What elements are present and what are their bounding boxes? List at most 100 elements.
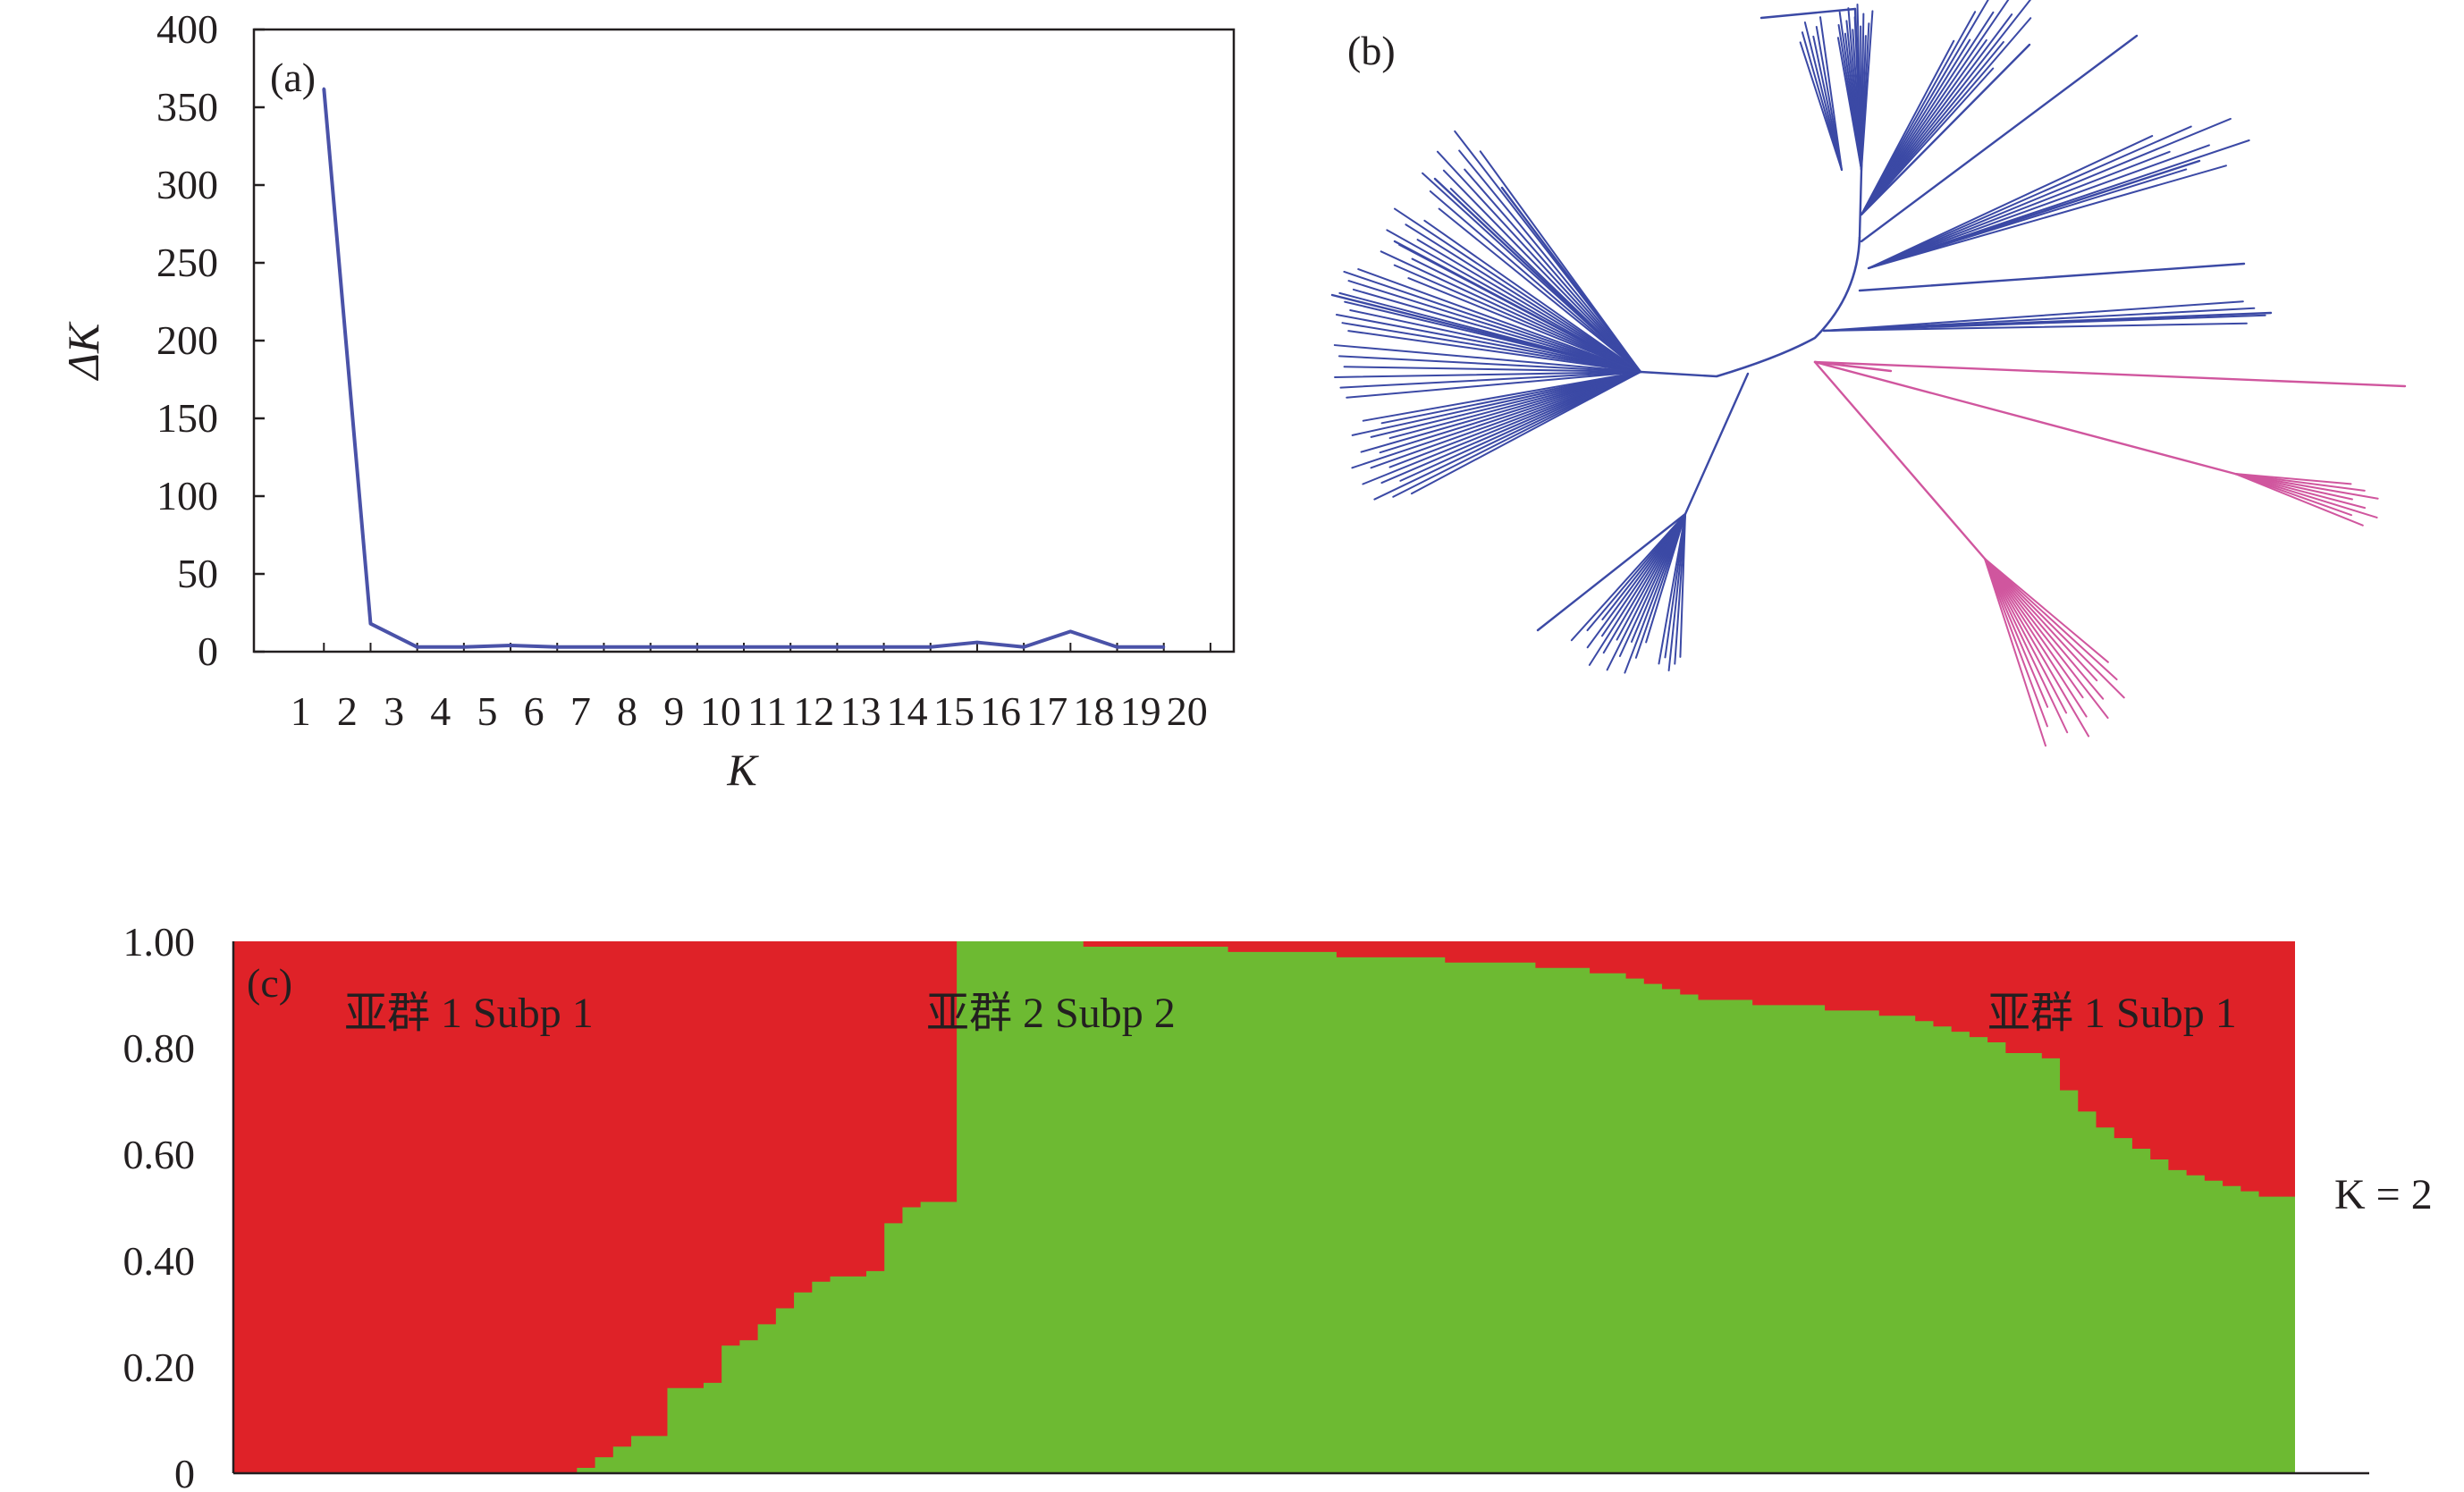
tree-branch bbox=[1823, 314, 2266, 332]
tree-branch bbox=[1823, 307, 2256, 332]
a-x-tick-label: 13 bbox=[840, 688, 881, 734]
a-data-point bbox=[1022, 645, 1025, 649]
a-data-point bbox=[1116, 645, 1119, 649]
a-x-tick-label: 6 bbox=[524, 688, 544, 734]
tree-branch bbox=[1868, 139, 2250, 269]
tree-branch bbox=[1818, 16, 1843, 171]
tree-branch bbox=[1335, 313, 1641, 373]
tree-branch bbox=[1984, 558, 2084, 699]
tree-branch bbox=[1624, 513, 1686, 674]
tree-branch bbox=[1429, 190, 1641, 373]
tree-branch bbox=[1868, 164, 2227, 269]
tree-branch bbox=[1458, 149, 1641, 373]
a-y-tick-label: 350 bbox=[156, 84, 218, 130]
tree-branch bbox=[1868, 168, 2188, 269]
tree-branch bbox=[1334, 371, 1641, 378]
tree-branch bbox=[1393, 264, 1641, 373]
tree-branch bbox=[1454, 130, 1641, 373]
tree-branch bbox=[1861, 0, 2032, 215]
group-label-subp2: 亚群 2 Subp 2 bbox=[926, 990, 1176, 1037]
a-data-point bbox=[555, 645, 559, 649]
tree-branch bbox=[1436, 150, 1641, 373]
tree-branch bbox=[1346, 371, 1641, 399]
tree-branch bbox=[1861, 0, 1989, 215]
tree-branch bbox=[2234, 473, 2378, 518]
c-y-tick-label: 0 bbox=[174, 1451, 195, 1492]
tree-branch bbox=[2234, 473, 2366, 492]
tree-branch bbox=[1984, 558, 2049, 708]
a-data-point bbox=[789, 645, 792, 649]
tree-branch bbox=[1357, 268, 1641, 373]
tree-branch bbox=[2234, 473, 2367, 510]
tree-branch bbox=[1392, 371, 1641, 498]
a-data-point bbox=[1162, 645, 1166, 649]
tree-branch bbox=[1398, 243, 1641, 373]
c-y-tick-label: 0.20 bbox=[123, 1344, 196, 1390]
a-y-tick-label: 150 bbox=[156, 395, 218, 441]
a-data-point bbox=[882, 645, 886, 649]
tree-branch bbox=[1602, 513, 1686, 654]
group-label-subp1-left: 亚群 1 Subp 1 bbox=[344, 990, 594, 1037]
k-equals-label: K = 2 bbox=[2334, 1171, 2433, 1218]
a-x-tick-label: 8 bbox=[617, 688, 637, 734]
a-data-point bbox=[602, 645, 605, 649]
a-x-tick-label: 9 bbox=[663, 688, 684, 734]
tree-branch bbox=[1984, 558, 2109, 720]
tree-branch bbox=[1813, 360, 2407, 388]
tree-branch bbox=[1984, 558, 2068, 714]
tree-branch bbox=[1984, 558, 2088, 718]
tree-branch bbox=[1570, 513, 1686, 642]
tree-branch bbox=[1351, 371, 1641, 469]
a-y-tick-label: 100 bbox=[156, 473, 218, 518]
tree-branch bbox=[1362, 371, 1641, 422]
a-y-tick-label: 200 bbox=[156, 317, 218, 363]
tree-branch bbox=[1606, 513, 1686, 671]
a-x-tick-label: 17 bbox=[1026, 688, 1067, 734]
panel-a-y-axis-title: ΔK bbox=[58, 321, 108, 381]
panel-a-y-ticks: 0 50 100 150 200 250 300 350 400 bbox=[156, 6, 265, 674]
tree-branch bbox=[1759, 7, 1857, 20]
tree-branch bbox=[1362, 371, 1641, 485]
a-x-tick-label: 7 bbox=[570, 688, 591, 734]
tree-branch bbox=[1344, 300, 1641, 373]
tree-branch bbox=[1351, 371, 1641, 436]
tree-branch bbox=[1352, 288, 1641, 373]
a-x-tick-label: 16 bbox=[980, 688, 1021, 734]
tree-branch bbox=[1407, 277, 1641, 373]
tree-branch bbox=[1442, 169, 1641, 373]
a-x-tick-label: 11 bbox=[747, 688, 787, 734]
a-x-tick-label: 1 bbox=[291, 688, 311, 734]
a-data-point bbox=[835, 645, 839, 649]
tree-branch bbox=[1860, 43, 2031, 216]
a-data-point bbox=[929, 645, 932, 649]
tree-branch bbox=[1868, 125, 2192, 269]
tree-branch bbox=[1858, 168, 1863, 239]
a-data-point bbox=[742, 645, 746, 649]
a-y-tick-label: 0 bbox=[198, 628, 218, 674]
a-data-point bbox=[462, 645, 466, 649]
tree-branch bbox=[1360, 371, 1641, 453]
tree-branch bbox=[1464, 168, 1641, 373]
tree-branch bbox=[1347, 330, 1641, 373]
tree-branch bbox=[1370, 371, 1641, 469]
tree-branch bbox=[1984, 558, 2118, 681]
panel-a-label: (a) bbox=[270, 55, 316, 100]
a-x-tick-label: 10 bbox=[700, 688, 741, 734]
tree-branches bbox=[1330, 0, 2407, 747]
a-x-tick-label: 15 bbox=[933, 688, 975, 734]
tree-branch bbox=[1861, 13, 2013, 215]
tree-branch bbox=[1373, 371, 1641, 501]
tree-branch bbox=[2234, 473, 2379, 500]
tree-branch bbox=[1984, 558, 2046, 747]
a-x-tick-label: 20 bbox=[1167, 688, 1208, 734]
tree-branch bbox=[1683, 372, 1750, 516]
tree-branch bbox=[1438, 207, 1641, 373]
a-x-tick-label: 18 bbox=[1073, 688, 1114, 734]
tree-branch bbox=[1410, 371, 1641, 495]
tree-branch bbox=[1333, 344, 1641, 373]
panel-b-phylogenetic-tree: (b) bbox=[1330, 0, 2407, 747]
tree-branch bbox=[1349, 308, 1641, 373]
tree-branch bbox=[1639, 370, 1718, 378]
tree-branch bbox=[1823, 322, 2248, 332]
